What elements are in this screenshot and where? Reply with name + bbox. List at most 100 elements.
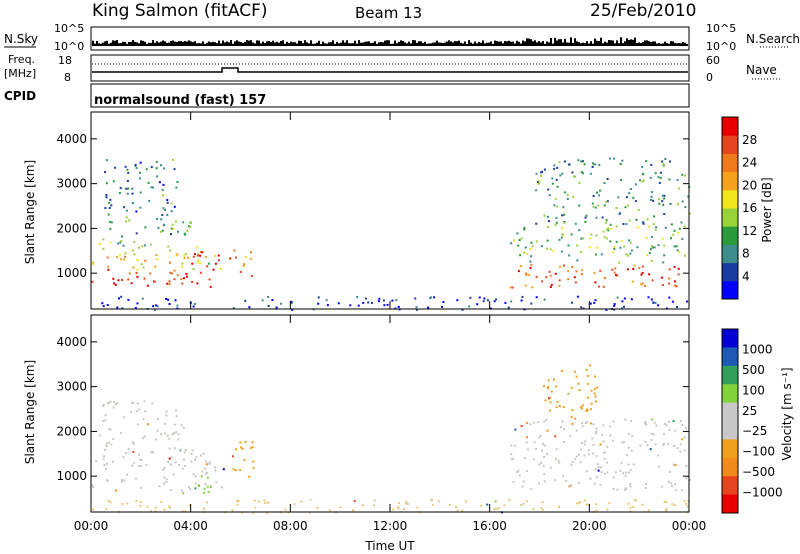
scatter-cell bbox=[533, 458, 535, 461]
scatter-cell bbox=[561, 172, 564, 175]
scatter-cell bbox=[127, 171, 130, 174]
scatter-cell bbox=[114, 166, 117, 169]
scatter-cell bbox=[530, 302, 533, 305]
scatter-cell bbox=[628, 219, 631, 222]
scatter-cell bbox=[669, 202, 672, 205]
scatter-cell bbox=[597, 466, 600, 469]
scatter-cell bbox=[203, 487, 206, 490]
scatter-cell bbox=[187, 486, 190, 489]
scatter-cell bbox=[535, 189, 538, 192]
scatter-cell bbox=[325, 299, 328, 302]
scatter-cell bbox=[135, 477, 137, 480]
scatter-cell bbox=[522, 480, 525, 483]
nsky-bar bbox=[500, 41, 502, 46]
scatter-cell bbox=[658, 465, 661, 468]
nsky-bar bbox=[512, 41, 514, 46]
scatter-cell bbox=[535, 275, 538, 278]
scatter-cell bbox=[523, 457, 526, 460]
scatter-cell bbox=[631, 280, 634, 283]
scatter-cell bbox=[548, 220, 550, 223]
scatter-cell bbox=[182, 458, 185, 461]
scatter-cell bbox=[133, 253, 136, 256]
scatter-cell bbox=[150, 243, 153, 246]
nsky-bar bbox=[448, 40, 450, 46]
scatter-cell bbox=[166, 201, 169, 204]
scatter-cell bbox=[547, 386, 549, 388]
nsky-bar bbox=[464, 41, 466, 46]
scatter-cell bbox=[503, 504, 506, 507]
scatter-cell bbox=[180, 424, 183, 427]
scatter-cell bbox=[162, 469, 165, 471]
colorbar-tick-label: −100 bbox=[742, 445, 775, 459]
scatter-cell bbox=[644, 486, 647, 489]
scatter-cell bbox=[514, 444, 517, 447]
scatter-cell bbox=[495, 298, 498, 301]
scatter-cell bbox=[169, 506, 172, 509]
scatter-cell bbox=[517, 244, 520, 247]
nsky-bar bbox=[166, 42, 168, 46]
scatter-cell bbox=[634, 499, 636, 501]
scatter-cell bbox=[193, 303, 196, 305]
scatter-cell bbox=[555, 385, 558, 388]
scatter-cell bbox=[624, 474, 627, 477]
nsky-bar bbox=[196, 43, 198, 46]
scatter-cell bbox=[593, 388, 596, 391]
nsky-bar bbox=[542, 41, 544, 46]
scatter-cell bbox=[685, 477, 688, 480]
nsky-bar bbox=[170, 40, 172, 46]
scatter-cell bbox=[537, 421, 540, 423]
scatter-cell bbox=[663, 194, 666, 197]
scatter-cell bbox=[125, 209, 128, 212]
scatter-cell bbox=[602, 285, 605, 288]
scatter-cell bbox=[598, 164, 601, 167]
scatter-cell bbox=[91, 484, 94, 487]
scatter-cell bbox=[123, 479, 126, 482]
nsky-bar bbox=[140, 40, 142, 46]
colorbar-swatch bbox=[722, 189, 738, 209]
scatter-cell bbox=[456, 509, 459, 512]
velocity-ylabel: Slant Range [km] bbox=[23, 360, 37, 464]
scatter-cell bbox=[630, 298, 633, 301]
cpid-panel-frame bbox=[90, 83, 690, 108]
scatter-cell bbox=[543, 444, 546, 447]
nsky-bar bbox=[648, 41, 650, 46]
nsky-bar bbox=[454, 41, 456, 46]
nsky-bar bbox=[172, 40, 174, 46]
scatter-cell bbox=[512, 481, 515, 484]
scatter-cell bbox=[162, 482, 165, 485]
scatter-cell bbox=[625, 253, 628, 256]
colorbar-swatch bbox=[722, 457, 738, 477]
x-tick-label: 00:00 bbox=[74, 519, 109, 533]
scatter-cell bbox=[603, 457, 606, 460]
scatter-cell bbox=[244, 299, 247, 302]
colorbar-swatch bbox=[722, 384, 738, 404]
scatter-cell bbox=[107, 401, 110, 404]
scatter-cell bbox=[102, 403, 105, 406]
scatter-cell bbox=[525, 500, 528, 503]
nave-tick-bottom: 0 bbox=[706, 71, 713, 84]
nsky-bar bbox=[106, 40, 108, 46]
scatter-cell bbox=[555, 448, 558, 451]
scatter-cell bbox=[627, 463, 630, 466]
scatter-cell bbox=[329, 509, 331, 512]
scatter-cell bbox=[585, 214, 588, 217]
scatter-cell bbox=[108, 441, 110, 444]
scatter-cell bbox=[625, 487, 628, 490]
scatter-cell bbox=[630, 420, 633, 422]
scatter-cell bbox=[267, 501, 269, 504]
nsky-bar bbox=[634, 37, 636, 46]
scatter-cell bbox=[398, 502, 400, 505]
scatter-cell bbox=[613, 303, 616, 306]
scatter-cell bbox=[649, 176, 652, 179]
scatter-cell bbox=[585, 410, 588, 412]
scatter-cell bbox=[182, 426, 185, 429]
scatter-cell bbox=[567, 244, 570, 247]
scatter-cell bbox=[437, 500, 440, 503]
scatter-cell bbox=[192, 305, 195, 308]
nsky-bar bbox=[588, 43, 590, 46]
scatter-cell bbox=[652, 199, 655, 202]
scatter-cell bbox=[181, 265, 184, 268]
scatter-cell bbox=[595, 509, 598, 512]
nsky-bar bbox=[668, 43, 670, 46]
scatter-cell bbox=[171, 272, 174, 275]
